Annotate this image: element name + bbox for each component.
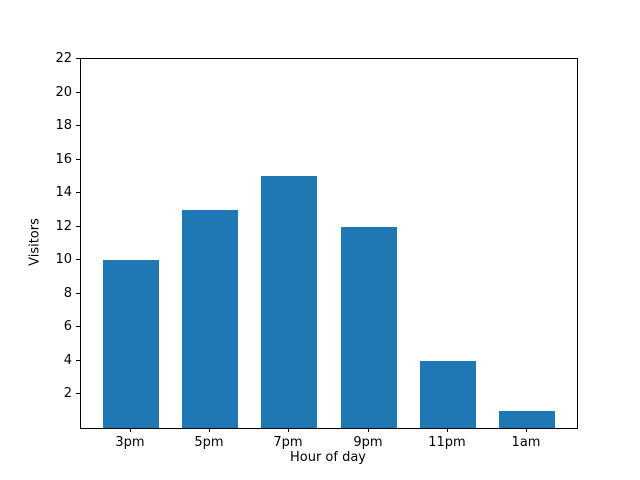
x-tick-label: 7pm (273, 435, 303, 450)
y-tick-mark (76, 92, 80, 93)
x-tick-label: 5pm (194, 435, 224, 450)
bar-11pm (420, 361, 476, 428)
y-tick-label: 4 (63, 353, 72, 368)
x-tick-label: 9pm (353, 435, 383, 450)
x-tick-mark (447, 428, 448, 432)
x-tick-mark (130, 428, 131, 432)
x-tick-mark (288, 428, 289, 432)
x-tick-label: 3pm (115, 435, 145, 450)
y-tick-mark (76, 259, 80, 260)
y-tick-mark (76, 326, 80, 327)
y-tick-mark (76, 58, 80, 59)
x-tick-label: 11pm (428, 435, 466, 450)
y-tick-mark (76, 226, 80, 227)
y-tick-label: 22 (55, 51, 72, 66)
y-tick-label: 12 (55, 219, 72, 234)
y-tick-label: 8 (63, 286, 72, 301)
y-tick-mark (76, 159, 80, 160)
y-tick-mark (76, 125, 80, 126)
x-tick-mark (368, 428, 369, 432)
y-tick-label: 20 (55, 85, 72, 100)
y-tick-label: 10 (55, 252, 72, 267)
y-tick-mark (76, 393, 80, 394)
y-tick-label: 6 (63, 319, 72, 334)
x-tick-mark (209, 428, 210, 432)
plot-area (80, 58, 578, 429)
y-tick-label: 18 (55, 118, 72, 133)
x-tick-mark (526, 428, 527, 432)
bar-9pm (341, 227, 397, 428)
y-tick-label: 16 (55, 152, 72, 167)
y-tick-label: 2 (63, 386, 72, 401)
x-tick-label: 1am (511, 435, 541, 450)
bar-5pm (182, 210, 238, 428)
y-tick-mark (76, 360, 80, 361)
y-tick-label: 14 (55, 185, 72, 200)
bar-7pm (261, 176, 317, 428)
y-tick-mark (76, 293, 80, 294)
bar-1am (499, 411, 555, 428)
x-axis-label: Hour of day (289, 450, 367, 465)
y-tick-mark (76, 192, 80, 193)
bar-3pm (103, 260, 159, 428)
